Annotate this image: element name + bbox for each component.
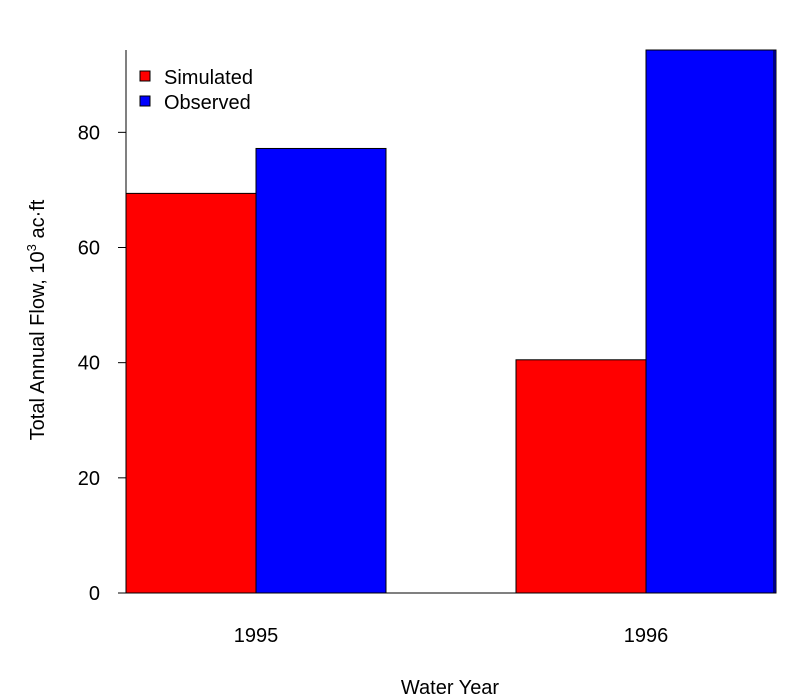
y-tick-label: 60 bbox=[78, 238, 100, 260]
y-axis-label: Total Annual Flow, 103 ac·ft bbox=[24, 199, 49, 440]
x-tick-label: 1996 bbox=[624, 625, 669, 647]
y-axis-label-prefix: Total Annual Flow, 10 bbox=[27, 251, 49, 440]
y-tick-label: 40 bbox=[78, 353, 100, 375]
legend-label-simulated: Simulated bbox=[164, 67, 253, 89]
y-tick-label: 80 bbox=[78, 122, 100, 144]
legend: Simulated Observed bbox=[139, 67, 253, 114]
legend-swatch-observed bbox=[139, 95, 151, 107]
bar-simulated-1996 bbox=[515, 359, 647, 594]
y-axis-label-superscript: 3 bbox=[24, 244, 39, 251]
bar-simulated-1995 bbox=[125, 192, 257, 594]
y-axis-label-suffix: ac·ft bbox=[27, 199, 49, 244]
bar-observed-1995 bbox=[255, 147, 387, 594]
legend-swatch-simulated bbox=[139, 70, 151, 82]
bars-group bbox=[125, 49, 777, 594]
y-axis: 0 20 40 60 80 bbox=[78, 122, 126, 605]
bar-observed-1996 bbox=[645, 49, 777, 594]
legend-label-observed: Observed bbox=[164, 92, 251, 114]
x-tick-label: 1995 bbox=[234, 625, 279, 647]
x-axis-label: Water Year bbox=[401, 677, 500, 699]
x-axis: 1995 1996 bbox=[234, 625, 669, 647]
y-tick-label: 0 bbox=[89, 583, 100, 605]
y-tick-label: 20 bbox=[78, 468, 100, 490]
